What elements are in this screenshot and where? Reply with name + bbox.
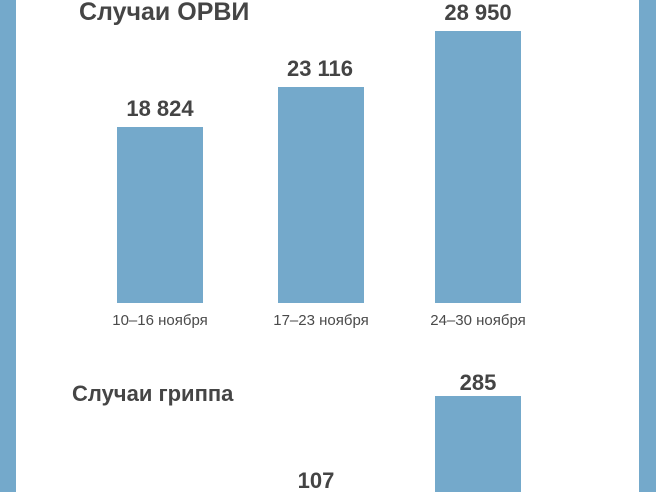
arvi-bar-3 (435, 31, 521, 303)
arvi-bar-2 (278, 87, 364, 303)
arvi-bar-2-value: 23 116 (286, 56, 354, 81)
flu-bar-3 (435, 396, 521, 492)
flu-chart-title: Случаи гриппа (72, 381, 234, 406)
arvi-category-3: 24–30 ноября (430, 312, 526, 329)
arvi-category-2: 17–23 ноября (273, 312, 369, 329)
arvi-bar-1-value: 18 824 (126, 96, 194, 121)
frame-border-right (639, 0, 656, 492)
arvi-chart-title: Случаи ОРВИ (79, 0, 250, 26)
flu-bar-2-value: 107 (297, 468, 335, 493)
arvi-bar-3-value: 28 950 (444, 0, 512, 25)
flu-bar-3-value: 285 (459, 370, 497, 395)
arvi-bar-1 (117, 127, 203, 303)
arvi-category-1: 10–16 ноября (112, 312, 208, 329)
frame-border-left (0, 0, 16, 492)
